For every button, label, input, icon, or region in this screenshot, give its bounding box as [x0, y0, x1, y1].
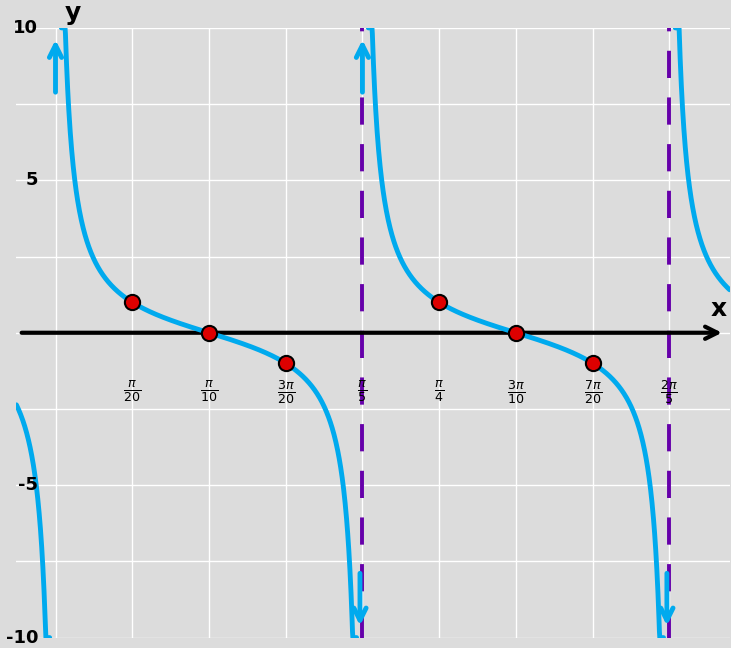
- Text: $\frac{\pi}{4}$: $\frac{\pi}{4}$: [434, 378, 444, 404]
- Text: $\frac{7\pi}{20}$: $\frac{7\pi}{20}$: [583, 378, 602, 406]
- Text: 5: 5: [26, 171, 39, 189]
- Text: $\frac{2\pi}{5}$: $\frac{2\pi}{5}$: [661, 378, 678, 406]
- Point: [510, 327, 522, 338]
- Text: $\frac{\pi}{5}$: $\frac{\pi}{5}$: [357, 378, 368, 404]
- Point: [280, 358, 292, 369]
- Text: $\frac{\pi}{10}$: $\frac{\pi}{10}$: [200, 378, 218, 404]
- Text: -10: -10: [6, 629, 39, 647]
- Text: $\frac{\pi}{20}$: $\frac{\pi}{20}$: [124, 378, 141, 404]
- Text: x: x: [711, 297, 727, 321]
- Text: y: y: [64, 1, 80, 25]
- Text: 10: 10: [13, 19, 39, 37]
- Text: $\frac{3\pi}{10}$: $\frac{3\pi}{10}$: [507, 378, 525, 406]
- Point: [126, 297, 138, 307]
- Point: [587, 358, 599, 369]
- Text: -5: -5: [18, 476, 39, 494]
- Text: $\frac{3\pi}{20}$: $\frac{3\pi}{20}$: [276, 378, 295, 406]
- Point: [433, 297, 445, 307]
- Point: [203, 327, 215, 338]
